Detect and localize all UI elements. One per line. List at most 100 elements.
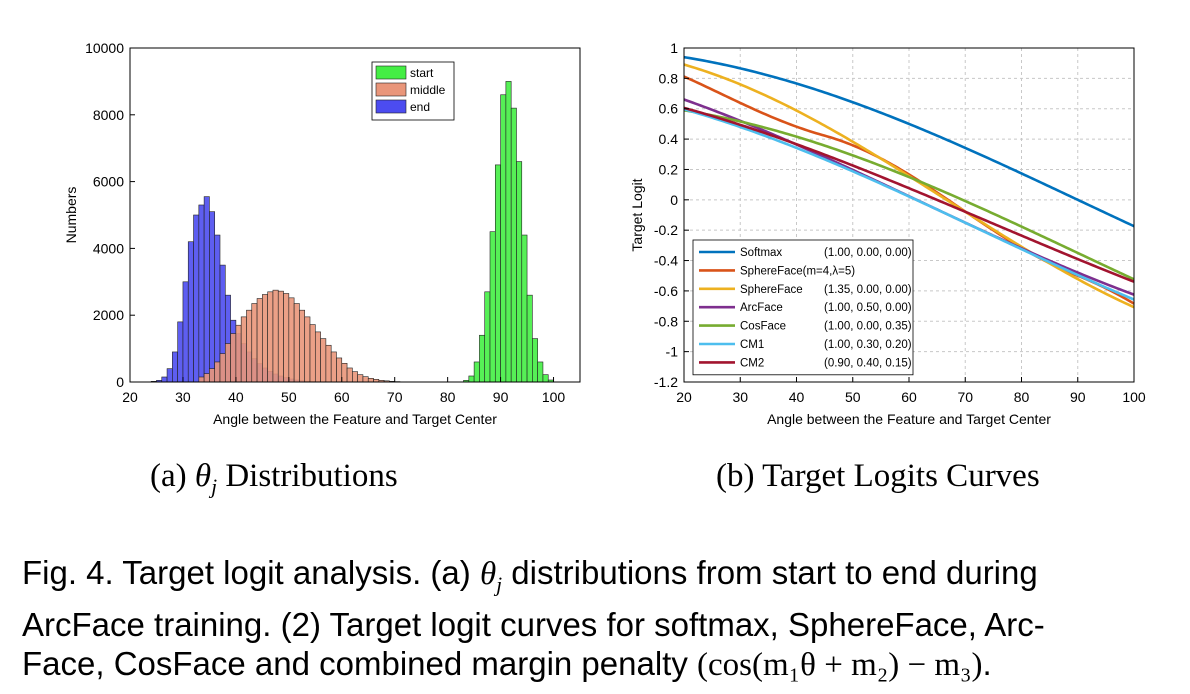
histogram-bar bbox=[500, 94, 507, 383]
histogram-bar bbox=[352, 371, 358, 383]
histogram-bar bbox=[272, 289, 279, 383]
x-tick-label: 40 bbox=[789, 389, 805, 405]
series-lines bbox=[683, 55, 1135, 309]
caption-theta: θ bbox=[479, 556, 497, 592]
histogram-bar bbox=[516, 161, 523, 383]
legend-swatch bbox=[375, 99, 407, 114]
histogram-bar bbox=[542, 374, 549, 383]
x-tick-label: 90 bbox=[493, 389, 509, 405]
histogram-bar bbox=[182, 281, 189, 383]
histogram-bar bbox=[489, 231, 496, 383]
x-tick-label: 30 bbox=[175, 389, 191, 405]
theta-subscript: j bbox=[211, 474, 218, 499]
legend-params: (1.35, 0.00, 0.00) bbox=[824, 284, 912, 296]
x-tick-label: 50 bbox=[281, 389, 297, 405]
caption-line-2: ArcFace training. (2) Target logit curve… bbox=[22, 605, 1172, 644]
histogram-bar bbox=[484, 291, 491, 383]
legend-label: CosFace bbox=[740, 321, 786, 333]
y-tick-label: -0.4 bbox=[654, 253, 678, 269]
y-tick-label: 8000 bbox=[93, 107, 124, 123]
caption-text: . bbox=[982, 644, 992, 682]
series-line-cm1 bbox=[683, 107, 1135, 301]
legend-label: middle bbox=[410, 83, 446, 97]
y-tick-label: 0.6 bbox=[659, 101, 679, 117]
y-tick-label: 0.8 bbox=[659, 70, 679, 86]
histogram-chart: 20 30 40 50 60 70 80 90 100 0 2000 4000 6000 8000 1000… bbox=[63, 40, 581, 427]
legend-label: end bbox=[410, 100, 430, 114]
x-tick-label: 80 bbox=[440, 389, 456, 405]
x-tick-label: 100 bbox=[1122, 389, 1146, 405]
legend-label: SphereFace bbox=[740, 284, 803, 296]
x-tick-label: 30 bbox=[732, 389, 748, 405]
series-line-softmax bbox=[683, 55, 1135, 228]
y-tick-label: 10000 bbox=[85, 40, 124, 56]
legend-label: CM1 bbox=[740, 339, 764, 351]
histogram-bar bbox=[494, 164, 501, 383]
legend-params: (1.00, 0.00, 0.35) bbox=[824, 321, 912, 333]
histogram-bar bbox=[299, 309, 306, 383]
y-tick-label: -0.6 bbox=[654, 283, 678, 299]
y-tick-label: -0.2 bbox=[654, 222, 678, 238]
legend: Softmax (1.00, 0.00, 0.00) SphereFace(m=4,… bbox=[692, 239, 914, 376]
y-tick-label: -0.8 bbox=[654, 313, 678, 329]
x-tick-label: 70 bbox=[957, 389, 973, 405]
x-tick-label: 100 bbox=[542, 389, 566, 405]
caption-text: distributions from start to end during bbox=[511, 554, 1038, 591]
y-axis-label: Numbers bbox=[63, 187, 79, 244]
x-tick-label: 40 bbox=[228, 389, 244, 405]
subfigure-a-prefix: (a) bbox=[150, 458, 187, 494]
histogram-bar bbox=[230, 333, 237, 383]
histogram-bar bbox=[172, 351, 178, 383]
legend-params: (1.00, 0.50, 0.00) bbox=[824, 302, 912, 314]
legend-label: Softmax bbox=[740, 247, 782, 259]
histogram-bar bbox=[330, 351, 337, 383]
histogram-bar bbox=[224, 343, 231, 383]
legend-label: start bbox=[410, 66, 434, 80]
histogram-bar bbox=[473, 361, 480, 383]
theta-symbol: θ bbox=[194, 458, 212, 494]
histogram-bar bbox=[203, 196, 210, 383]
histogram-bar bbox=[277, 290, 284, 383]
histogram-bar bbox=[262, 294, 268, 383]
histogram-bar bbox=[346, 367, 353, 383]
legend-params: (0.90, 0.40, 0.15) bbox=[824, 357, 912, 369]
legend-label: SphereFace(m=4,λ=5) bbox=[740, 265, 855, 277]
x-axis-label: Angle between the Feature and Target Cen… bbox=[213, 411, 497, 427]
histogram-bar bbox=[362, 376, 369, 383]
x-tick-label: 20 bbox=[676, 389, 692, 405]
histogram-bar bbox=[320, 338, 327, 383]
y-tick-label: -1.2 bbox=[654, 374, 678, 390]
histogram-bar bbox=[367, 378, 374, 383]
histogram-bar bbox=[325, 344, 332, 383]
histogram-bar bbox=[235, 324, 242, 383]
y-tick-label: 0 bbox=[116, 374, 124, 390]
figure-caption: Fig. 4. Target logit analysis. (a) θj di… bbox=[22, 553, 1172, 685]
histogram-bar bbox=[288, 297, 295, 383]
legend-label: CM2 bbox=[740, 357, 764, 369]
histogram-bar bbox=[193, 214, 200, 383]
subfigure-b-title: Target Logits Curves bbox=[762, 458, 1040, 494]
target-logit-chart: 20 30 40 50 60 70 80 90 100 -1.2 -1 -0.8 -0.6 -0.4 -0.… bbox=[629, 40, 1146, 427]
x-tick-label: 80 bbox=[1014, 389, 1030, 405]
y-tick-label: 4000 bbox=[93, 240, 124, 256]
x-tick-label: 90 bbox=[1070, 389, 1086, 405]
histogram-bar bbox=[309, 324, 316, 383]
histogram-bar bbox=[187, 241, 194, 383]
caption-text: Fig. 4. Target logit analysis. (a) bbox=[22, 554, 471, 591]
histogram-bar bbox=[526, 294, 533, 383]
series-middle bbox=[198, 289, 401, 383]
histogram-bar bbox=[251, 303, 258, 383]
y-tick-label: 0.2 bbox=[659, 161, 679, 177]
histogram-bar bbox=[336, 357, 343, 383]
legend-params: (1.00, 0.30, 0.20) bbox=[824, 339, 912, 351]
histogram-bar bbox=[198, 376, 205, 383]
series-start bbox=[463, 81, 554, 383]
histogram-bar bbox=[521, 234, 528, 383]
histogram-bar bbox=[214, 361, 221, 383]
histogram-bar bbox=[214, 234, 221, 383]
histogram-bar bbox=[341, 362, 348, 383]
histogram-bar bbox=[203, 373, 210, 383]
histogram-bar bbox=[246, 309, 253, 383]
y-tick-label: 0 bbox=[670, 192, 678, 208]
subfigure-b-label: (b) Target Logits Curves bbox=[716, 458, 1040, 495]
